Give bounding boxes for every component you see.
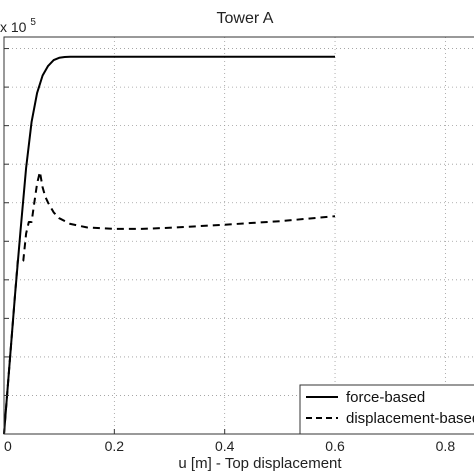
y-exponent-base: x 10	[0, 19, 27, 35]
x-axis-label: u [m] - Top displacement	[178, 455, 342, 472]
y-exponent-power: 5	[30, 17, 36, 28]
x-tick-label-1: 0.2	[105, 438, 125, 454]
legend-label-force-based: force-based	[346, 389, 425, 406]
series-line-force-based	[3, 55, 335, 435]
labels: 0 0.2 0.4 0.6 0.8	[4, 438, 455, 454]
x-tick-label-3: 0.6	[325, 438, 345, 454]
legend-box	[299, 384, 474, 435]
series-line-displacement-based	[3, 170, 336, 435]
plot-frame	[3, 36, 474, 435]
x-tick-label-2: 0.4	[215, 438, 235, 454]
series-layer	[3, 55, 336, 435]
legend-label-displacement-based: displacement-based	[346, 410, 474, 427]
legend: force-based displacement-based	[299, 384, 474, 435]
y-exponent-label: x 10 5	[0, 17, 36, 35]
grid	[4, 37, 474, 434]
chart-title: Tower A	[217, 10, 274, 27]
x-tick-label-0: 0	[4, 438, 12, 454]
x-tick-label-4: 0.8	[436, 438, 456, 454]
